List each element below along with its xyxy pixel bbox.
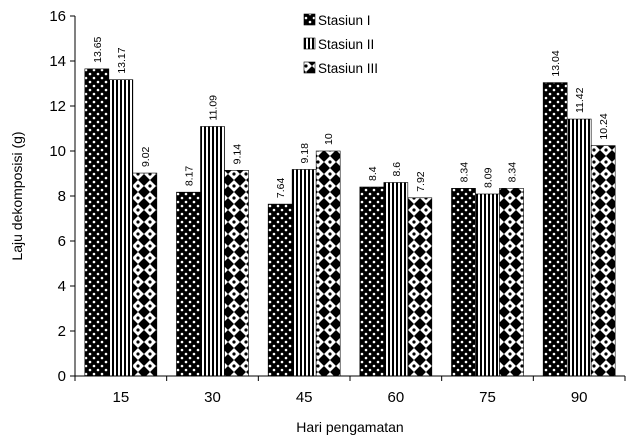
legend: Stasiun I Stasiun II Stasiun III <box>303 13 378 76</box>
bar-stasiun-ii <box>200 126 225 377</box>
y-tick-label: 14 <box>49 53 66 70</box>
bar-stasiun-ii <box>475 193 500 377</box>
data-label: 13.17 <box>116 47 128 73</box>
bar-stasiun-ii <box>108 79 134 377</box>
legend-swatch <box>303 37 316 50</box>
bar-stasiun-i <box>176 191 201 377</box>
data-label: 10 <box>323 133 335 145</box>
data-label: 9.02 <box>140 146 152 167</box>
bar-stasiun-i <box>542 82 568 377</box>
legend-swatch <box>303 13 316 26</box>
bar-stasiun-iii <box>315 150 341 377</box>
bar-stasiun-ii <box>383 182 409 377</box>
y-tick-label: 8 <box>58 188 66 205</box>
data-label: 7.92 <box>415 171 427 192</box>
legend-label: Stasiun I <box>318 13 371 28</box>
data-label: 10.24 <box>598 113 610 139</box>
bar-stasiun-i <box>359 186 385 377</box>
bar-stasiun-i <box>451 188 476 377</box>
x-tick-label: 75 <box>479 389 496 406</box>
data-labels-layer: 13.65 8.17 7.64 8.4 8.34 13.04 13.17 11.09 9.18 8… <box>92 36 610 198</box>
data-label: 13.65 <box>92 36 104 62</box>
data-label: 8.6 <box>391 162 403 177</box>
x-tick-label: 45 <box>296 389 313 406</box>
data-label: 7.64 <box>275 178 287 199</box>
bar-stasiun-i <box>84 68 110 377</box>
legend-swatch <box>303 61 316 74</box>
data-label: 9.18 <box>299 143 311 164</box>
y-tick-label: 0 <box>58 368 66 385</box>
y-tick-label: 12 <box>49 98 66 115</box>
data-label: 8.4 <box>367 166 379 181</box>
bar-stasiun-i <box>267 203 293 377</box>
x-axis-title: Hari pengamatan <box>296 419 403 435</box>
x-tick-label: 30 <box>204 389 221 406</box>
bar-stasiun-iii <box>590 145 616 377</box>
data-label: 8.09 <box>483 167 495 188</box>
y-axis-ticks: 0 2 4 6 8 10 12 14 16 <box>49 8 75 385</box>
x-tick-label: 15 <box>112 389 129 406</box>
bar-stasiun-iii <box>407 197 433 377</box>
y-tick-label: 10 <box>49 143 66 160</box>
bar-stasiun-iii <box>224 170 249 377</box>
data-label: 13.04 <box>550 50 562 76</box>
data-label: 8.34 <box>507 162 519 183</box>
data-label: 11.42 <box>574 87 586 113</box>
x-axis-ticks: 15 30 45 60 75 90 <box>74 376 626 406</box>
bar-stasiun-iii <box>132 172 158 377</box>
y-tick-label: 6 <box>58 233 66 250</box>
legend-label: Stasiun III <box>318 61 378 76</box>
bar-stasiun-ii <box>566 118 592 377</box>
bar-stasiun-iii <box>499 188 524 377</box>
data-label: 11.09 <box>208 95 220 121</box>
data-label: 9.14 <box>232 144 244 165</box>
data-label: 8.34 <box>459 162 471 183</box>
x-tick-label: 60 <box>387 389 404 406</box>
y-tick-label: 2 <box>58 323 66 340</box>
x-tick-label: 90 <box>571 389 588 406</box>
bar-stasiun-ii <box>291 169 317 377</box>
y-axis-title: Laju dekomposisi (g) <box>9 131 25 260</box>
bars-layer <box>84 68 616 377</box>
y-tick-label: 4 <box>58 278 66 295</box>
legend-label: Stasiun II <box>318 37 374 52</box>
y-tick-label: 16 <box>49 8 66 25</box>
data-label: 8.17 <box>184 166 196 187</box>
